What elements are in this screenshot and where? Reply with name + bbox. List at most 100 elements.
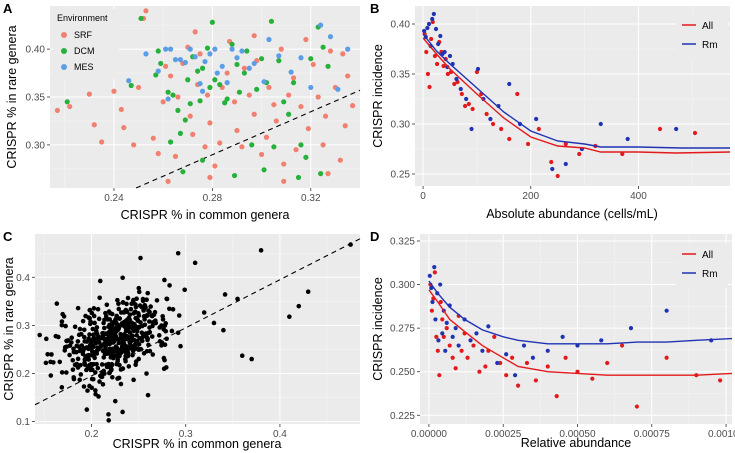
panel-c-point bbox=[101, 320, 106, 326]
panel-a-point-mes bbox=[187, 46, 193, 52]
legend-label-d-rm: Rm bbox=[702, 269, 718, 280]
panel-c-point bbox=[88, 364, 93, 369]
panel-c-point bbox=[161, 355, 167, 361]
panel-b-y-axis-title: CRISPR incidence bbox=[371, 44, 385, 148]
panel-d-ticks: 0.00000 0.00025 0.00050 0.00075 0.00100 0.225… bbox=[390, 236, 735, 440]
panel-c-point bbox=[84, 345, 90, 350]
panel-a-point-dcm bbox=[229, 41, 235, 47]
panel-d-point-rm bbox=[444, 320, 449, 325]
panel-c-point bbox=[103, 316, 109, 321]
panel-b-point-rm bbox=[433, 26, 439, 32]
panel-c-point bbox=[83, 354, 88, 360]
panel-c-points bbox=[37, 242, 353, 423]
panel-c-point bbox=[201, 310, 207, 315]
panel-c-point bbox=[62, 345, 68, 350]
panel-a-point-dcm bbox=[236, 89, 243, 95]
panel-b-y-tick-label: 0.40 bbox=[391, 20, 411, 31]
panel-c-point bbox=[123, 328, 129, 334]
panel-b-point-rm bbox=[534, 116, 539, 122]
panel-c-point bbox=[69, 335, 75, 341]
panel-a-point-mes bbox=[261, 79, 267, 85]
panel-a-point-srf bbox=[121, 125, 127, 131]
panel-d-point-all bbox=[563, 355, 568, 360]
panel-d-point-all bbox=[450, 355, 455, 360]
panel-d-point-all bbox=[465, 355, 470, 360]
panel-d-point-rm bbox=[468, 338, 473, 343]
panel-b-x-tick-label: 200 bbox=[522, 191, 539, 202]
panel-c-point bbox=[120, 300, 126, 305]
panel-a-point-srf bbox=[192, 29, 198, 35]
panel-b-point-rm bbox=[550, 166, 555, 172]
panel-a-point-srf bbox=[155, 150, 161, 157]
panel-d-point-all bbox=[459, 348, 464, 353]
panel-a-point-dcm bbox=[249, 142, 255, 148]
panel-b-point-all bbox=[424, 49, 429, 55]
panel-c-point bbox=[136, 285, 142, 291]
panel-c-point bbox=[305, 289, 311, 295]
panel-c-point bbox=[125, 295, 131, 301]
panel-a-point-mes bbox=[276, 53, 282, 59]
panel-a-point-srf bbox=[241, 65, 247, 71]
panel-c-point bbox=[126, 364, 132, 369]
legend-key-srf bbox=[61, 32, 67, 38]
panel-c-point bbox=[121, 334, 127, 340]
panel-c-point bbox=[103, 337, 109, 343]
panel-b-point-all bbox=[427, 84, 432, 90]
panel-b-point-all bbox=[620, 151, 625, 157]
panel-d-x-tick-label: 0.00025 bbox=[485, 429, 522, 440]
panel-c-point bbox=[91, 306, 97, 311]
panel-a-point-dcm bbox=[290, 80, 297, 86]
panel-c-point bbox=[91, 376, 96, 382]
panel-d-point-all bbox=[471, 343, 476, 348]
panel-c-point bbox=[175, 250, 181, 256]
panel-b-point-all bbox=[466, 101, 471, 107]
panel-c-point bbox=[94, 339, 99, 344]
panel-c-x-tick-label: 0.4 bbox=[273, 429, 287, 440]
panel-c-point bbox=[150, 352, 156, 357]
panel-a-point-mes bbox=[192, 54, 198, 60]
panel-c-point bbox=[137, 303, 143, 308]
panel-c-point bbox=[149, 313, 155, 319]
panel-c-point bbox=[148, 304, 153, 309]
panel-a-point-mes bbox=[335, 86, 341, 92]
panel-a-point-dcm bbox=[175, 107, 181, 114]
panel-d-y-tick-label: 0.325 bbox=[390, 236, 415, 247]
panel-c-point bbox=[93, 388, 98, 393]
panel-a-point-dcm bbox=[258, 56, 265, 62]
panel-a-legend: Environment SRF DCM MES bbox=[53, 9, 119, 79]
panel-b-point-rm bbox=[469, 126, 474, 132]
panel-a-point-mes bbox=[126, 78, 132, 84]
panel-b-point-rm bbox=[422, 28, 427, 34]
panel-a-point-mes bbox=[266, 36, 272, 43]
panel-a-point-srf bbox=[207, 174, 213, 181]
legend-label-mes: MES bbox=[74, 62, 94, 72]
panel-b-fit-line-rm bbox=[422, 33, 730, 149]
panel-c-point bbox=[176, 313, 182, 318]
panel-b-point-all bbox=[452, 81, 457, 87]
panel-a-point-srf bbox=[290, 75, 297, 81]
panel-c-point bbox=[112, 398, 118, 404]
panel-a-point-mes bbox=[202, 58, 208, 65]
panel-a-point-dcm bbox=[234, 61, 240, 68]
panel-d-y-axis-title: CRISPR incidence bbox=[371, 277, 385, 381]
panel-a-point-mes bbox=[167, 46, 174, 52]
panel-b-point-all bbox=[515, 91, 520, 97]
panel-c-point bbox=[118, 381, 124, 387]
panel-d-point-rm bbox=[453, 326, 458, 331]
panel-c-point bbox=[132, 327, 138, 333]
panel-c-point bbox=[128, 346, 134, 351]
panel-c-point bbox=[235, 296, 240, 302]
panel-a-point-mes bbox=[172, 57, 179, 63]
panel-a-point-mes bbox=[207, 51, 213, 57]
panel-c-point bbox=[132, 342, 138, 347]
panel-c-point bbox=[54, 301, 60, 306]
panel-d-point-rm bbox=[432, 265, 437, 270]
panel-c-point bbox=[136, 289, 142, 295]
panel-c-point bbox=[116, 347, 122, 353]
panel-a-point-mes bbox=[197, 80, 203, 87]
panel-a-point-dcm bbox=[268, 18, 275, 24]
panel-c-point bbox=[167, 283, 172, 288]
panel-a-point-srf bbox=[263, 134, 270, 140]
panel-a-point-dcm bbox=[212, 77, 218, 83]
panel-a-point-srf bbox=[298, 103, 304, 110]
